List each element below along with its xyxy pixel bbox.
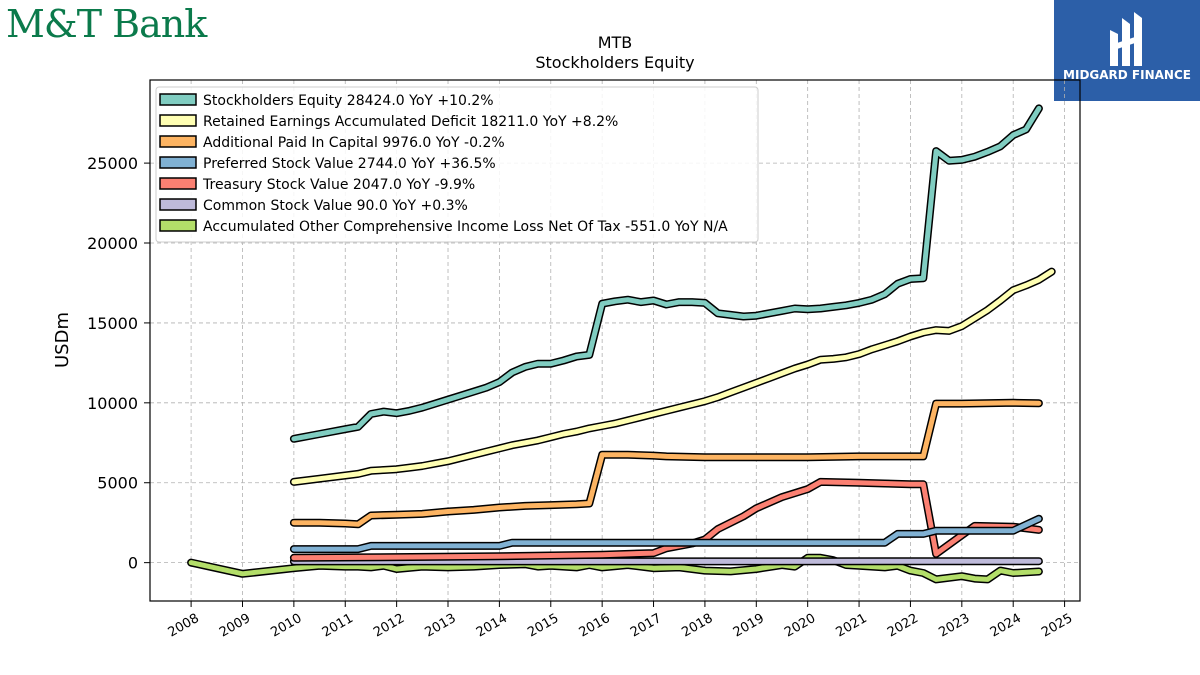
y-tick-label: 20000 — [87, 234, 138, 253]
brand-left-text: M&T Bank — [6, 2, 207, 46]
legend-swatch — [159, 114, 197, 127]
legend-swatch — [159, 198, 197, 211]
legend-swatch — [159, 219, 197, 232]
x-tick-label: 2025 — [1039, 611, 1075, 641]
series-path — [291, 269, 1055, 485]
legend-swatch — [159, 156, 197, 169]
x-tick-label: 2013 — [423, 611, 459, 641]
series-line-3 — [289, 514, 1043, 554]
y-tick-label: 15000 — [87, 314, 138, 333]
legend: Stockholders Equity 28424.0 YoY +10.2% Re… — [155, 86, 759, 243]
x-tick-label: 2020 — [782, 611, 818, 641]
legend-swatch — [159, 177, 197, 190]
legend-item: Retained Earnings Accumulated Deficit 18… — [159, 114, 618, 130]
x-tick-label: 2014 — [474, 611, 510, 641]
series-path — [291, 105, 1042, 442]
legend-box — [155, 86, 759, 243]
x-tick-label: 2009 — [217, 611, 253, 641]
plot-frame — [149, 79, 1081, 602]
y-axis: 0 5000 10000 15000 20000 25000 — [87, 154, 150, 573]
midgard-logo-mark-icon — [1110, 12, 1142, 66]
y-axis-label: USDm — [52, 312, 73, 368]
series-line-2 — [289, 398, 1043, 529]
x-tick-label: 2010 — [268, 611, 304, 641]
legend-item: Common Stock Value 90.0 YoY +0.3% — [159, 198, 468, 214]
series-path — [291, 479, 1042, 561]
legend-swatch — [159, 93, 197, 106]
legend-label: Additional Paid In Capital 9976.0 YoY -0… — [203, 135, 505, 151]
y-tick-label: 25000 — [87, 154, 138, 173]
legend-label: Accumulated Other Comprehensive Income L… — [203, 219, 728, 235]
x-tick-label: 2012 — [371, 611, 407, 641]
series-path — [291, 400, 1042, 527]
x-tick-label: 2015 — [525, 611, 561, 641]
x-tick-label: 2021 — [834, 611, 870, 641]
series-group — [187, 104, 1056, 584]
x-tick-label: 2024 — [988, 611, 1024, 641]
brand-right-text: MIDGARD FINANCE — [1063, 68, 1191, 82]
mt-bank-logo: M&T Bank — [6, 2, 207, 46]
series-path — [188, 555, 1042, 582]
midgard-finance-logo: MIDGARD FINANCE — [1054, 0, 1200, 101]
legend-item: Preferred Stock Value 2744.0 YoY +36.5% — [159, 156, 496, 172]
series-line-1 — [289, 267, 1056, 486]
series-line-0 — [289, 104, 1043, 443]
legend-swatch — [159, 135, 197, 148]
x-tick-label: 2017 — [628, 611, 664, 641]
x-tick-label: 2011 — [320, 611, 356, 641]
x-tick-label: 2008 — [166, 611, 202, 641]
x-tick-label: 2019 — [731, 611, 767, 641]
x-axis: 2008 2009 2010 2011 2012 2013 2014 2015 2016 2017… — [166, 601, 1075, 641]
x-tick-label: 2023 — [936, 611, 972, 641]
x-tick-label: 2018 — [679, 611, 715, 641]
y-tick-label: 10000 — [87, 394, 138, 413]
legend-label: Treasury Stock Value 2047.0 YoY -9.9% — [202, 177, 475, 193]
legend-item: Treasury Stock Value 2047.0 YoY -9.9% — [159, 177, 475, 193]
legend-label: Retained Earnings Accumulated Deficit 18… — [203, 114, 618, 130]
legend-label: Stockholders Equity 28424.0 YoY +10.2% — [203, 93, 494, 109]
series-path — [291, 516, 1042, 552]
series-line-6 — [187, 553, 1043, 584]
x-tick-label: 2016 — [577, 611, 613, 641]
legend-item: Stockholders Equity 28424.0 YoY +10.2% — [159, 93, 494, 109]
legend-item: Accumulated Other Comprehensive Income L… — [159, 219, 728, 235]
legend-label: Common Stock Value 90.0 YoY +0.3% — [203, 198, 468, 214]
chart-subtitle: Stockholders Equity — [535, 53, 694, 72]
x-tick-label: 2022 — [885, 611, 921, 641]
series-line-4 — [289, 477, 1043, 562]
legend-label: Preferred Stock Value 2744.0 YoY +36.5% — [203, 156, 496, 172]
chart-title: MTB — [598, 33, 633, 52]
y-tick-label: 5000 — [97, 474, 138, 493]
y-tick-label: 0 — [128, 554, 138, 573]
legend-item: Additional Paid In Capital 9976.0 YoY -0… — [159, 135, 505, 151]
